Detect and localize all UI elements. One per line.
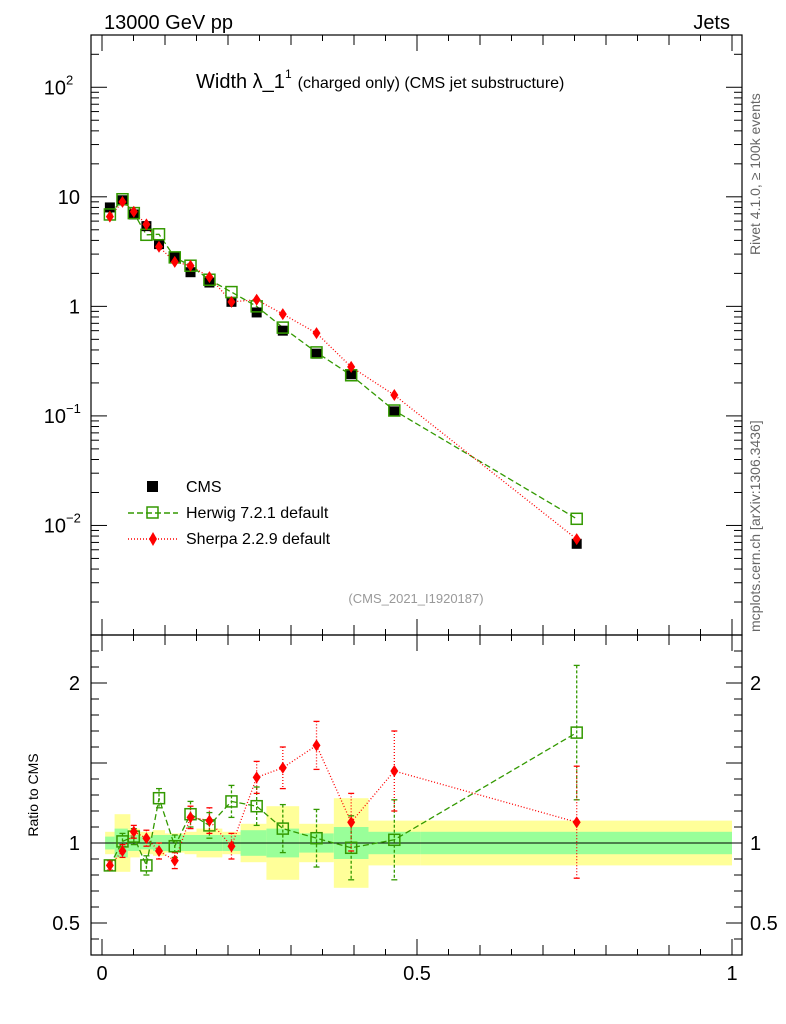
chart-title-suffix: (charged only) (CMS jet substructure) — [298, 75, 565, 92]
sherpa-ratio-point — [252, 771, 261, 784]
sherpa-ratio-point — [227, 840, 236, 853]
sherpa-point — [129, 205, 138, 218]
sherpa-point — [170, 255, 179, 268]
side-label-rivet: Rivet 4.1.0, ≥ 100k events — [747, 93, 763, 255]
sherpa-point — [105, 210, 114, 223]
main-y-tick-label: 10 — [58, 187, 80, 209]
ratio-y-tick-label-right: 2 — [750, 673, 761, 695]
sherpa-ratio-point — [390, 765, 399, 777]
legend-sherpa-label: Sherpa 2.2.9 default — [186, 531, 331, 548]
main-y-tick-label: 10 — [44, 515, 66, 537]
sherpa-ratio-point — [205, 814, 214, 827]
main-y-tick-exponent: −1 — [66, 401, 81, 416]
legend-cms-marker — [147, 481, 158, 492]
cms-point — [389, 406, 400, 417]
legend-herwig-marker — [146, 506, 159, 519]
ratio-data-layer — [103, 664, 583, 881]
sherpa-ratio-point — [118, 845, 127, 857]
cms-point — [346, 369, 357, 380]
x-tick-label: 0 — [96, 963, 107, 985]
ratio-y-tick-label-right: 0.5 — [750, 913, 778, 935]
cms-point — [277, 325, 288, 336]
herwig-ratio-point — [152, 791, 166, 805]
sherpa-ratio-point — [105, 859, 114, 872]
sherpa-ratio-point — [347, 816, 356, 829]
herwig-point — [388, 404, 401, 417]
herwig-ratio-point — [344, 841, 358, 855]
herwig-ratio-point — [140, 859, 153, 872]
legend: CMS Herwig 7.2.1 default Sherpa 2.2.9 de… — [128, 479, 331, 548]
main-y-tick-exponent: 2 — [66, 72, 73, 87]
legend-sherpa-marker — [149, 532, 157, 546]
sherpa-ratio-point — [129, 825, 138, 838]
cms-point — [104, 202, 115, 213]
main-y-tick-label: 10 — [44, 406, 66, 428]
main-panel: Width λ_11(charged only) (CMS jet substr… — [44, 34, 743, 636]
sherpa-point — [278, 308, 287, 321]
sherpa-point — [205, 271, 214, 284]
x-tick-label: 1 — [726, 963, 737, 985]
ratio-y-ticks: 2 2 1 1 0.5 0.5 — [52, 650, 778, 940]
side-label-mcplots: mcplots.cern.ch [arXiv:1306.3436] — [747, 420, 763, 632]
ratio-panel: 2 2 1 1 0.5 0.5 Ratio to CMS — [25, 634, 778, 956]
sherpa-ratio-point — [278, 761, 287, 774]
sherpa-point — [390, 389, 399, 402]
herwig-point — [152, 228, 166, 241]
header-right: Jets — [693, 12, 730, 34]
herwig-ratio-point — [388, 833, 401, 847]
ratio-y-tick-label-left: 2 — [69, 673, 80, 695]
cms-point — [311, 348, 322, 359]
herwig-ratio-point — [570, 726, 583, 739]
legend-cms-label: CMS — [186, 479, 222, 496]
herwig-point — [310, 346, 323, 359]
sherpa-point — [118, 195, 127, 208]
analysis-watermark: (CMS_2021_I1920187) — [348, 591, 483, 606]
chart-title: Width λ_11 (charged only) (CMS jet substr… — [196, 67, 564, 93]
herwig-ratio-point — [276, 822, 290, 835]
sherpa-point — [347, 360, 356, 373]
x-axis: 0 0.5 1 — [96, 35, 738, 985]
cms-point — [185, 267, 196, 278]
sherpa-point — [252, 293, 261, 306]
main-y-tick-exponent: −2 — [66, 510, 81, 525]
sherpa-ratio-point — [312, 739, 321, 752]
herwig-ratio-point — [168, 839, 182, 853]
chart-title-superscript: 1 — [285, 67, 292, 81]
header-left: 13000 GeV pp — [104, 12, 233, 34]
sherpa-ratio-point — [155, 845, 164, 857]
sherpa-ratio-point — [572, 816, 581, 829]
sherpa-point — [227, 295, 236, 308]
herwig-ratio-point — [310, 831, 323, 845]
chart-title-main: Width λ_1 — [196, 71, 285, 93]
ratio-ylabel: Ratio to CMS — [25, 753, 41, 836]
sherpa-point — [572, 533, 581, 546]
ratio-y-tick-label-left: 0.5 — [52, 913, 80, 935]
main-data-layer — [103, 193, 583, 549]
sherpa-ratio-point — [186, 811, 195, 824]
ratio-y-tick-label-right: 1 — [750, 833, 761, 855]
herwig-ratio-point — [225, 795, 238, 808]
herwig-line — [109, 198, 578, 520]
herwig-ratio-point — [250, 799, 263, 813]
sherpa-point — [186, 259, 195, 272]
legend-herwig-label: Herwig 7.2.1 default — [186, 505, 329, 522]
main-y-tick-label: 10 — [44, 77, 66, 99]
sherpa-point — [312, 327, 321, 340]
x-tick-label: 0.5 — [403, 963, 431, 985]
herwig-point — [570, 512, 583, 526]
sherpa-point — [155, 240, 164, 253]
herwig-point — [276, 321, 290, 334]
ratio-frame — [90, 634, 743, 956]
ratio-y-tick-label-left: 1 — [69, 833, 80, 855]
main-y-tick-label: 1 — [69, 296, 80, 318]
sherpa-ratio-point — [142, 832, 151, 845]
sherpa-ratio-point — [170, 854, 179, 867]
sherpa-point — [142, 218, 151, 231]
